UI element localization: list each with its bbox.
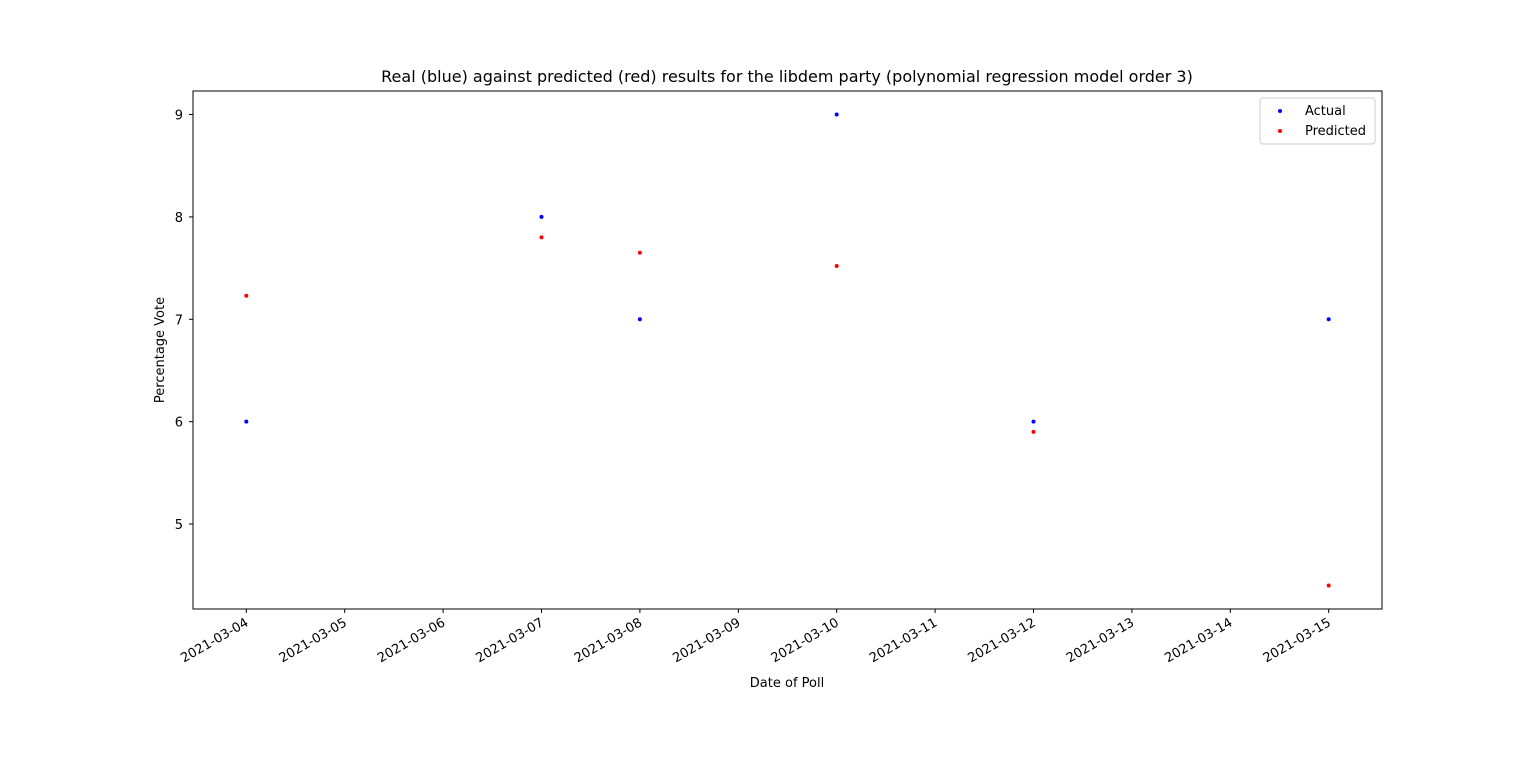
legend-box: [1259, 97, 1376, 145]
x-tick-label: 2021-03-04: [178, 615, 251, 666]
predicted-point: [244, 293, 249, 298]
actual-point: [1031, 419, 1036, 424]
actual-point: [637, 317, 642, 322]
actual-point: [539, 214, 544, 219]
x-tick-label: 2021-03-10: [769, 615, 842, 666]
legend-label-predicted: Predicted: [1305, 124, 1366, 139]
data-points: [244, 112, 1331, 588]
actual-point: [834, 112, 839, 117]
x-tick-label: 2021-03-12: [966, 615, 1039, 666]
legend: Actual Predicted: [1259, 97, 1376, 145]
plot-area: [192, 90, 1383, 610]
predicted-point: [637, 250, 642, 255]
actual-point: [244, 419, 249, 424]
x-tick-label: 2021-03-05: [277, 615, 350, 666]
x-axis-label: Date of Poll: [750, 676, 824, 691]
predicted-point: [1031, 429, 1036, 434]
x-tick-label: 2021-03-08: [572, 615, 645, 666]
actual-point: [1326, 317, 1331, 322]
x-tick-label: 2021-03-11: [867, 615, 940, 666]
x-tick-label: 2021-03-13: [1064, 615, 1137, 666]
y-axis-label: Percentage Vote: [153, 297, 168, 403]
chart-title: Real (blue) against predicted (red) resu…: [381, 67, 1193, 86]
y-tick-label: 6: [175, 416, 183, 431]
x-tick-label: 2021-03-09: [670, 615, 743, 666]
y-tick-label: 7: [175, 313, 183, 328]
y-axis: 5 6 7 8 9: [175, 109, 193, 533]
predicted-point: [834, 264, 839, 269]
legend-marker-predicted: [1278, 129, 1282, 133]
x-tick-label: 2021-03-14: [1162, 615, 1235, 666]
y-tick-label: 8: [175, 211, 183, 226]
y-tick-label: 9: [175, 109, 183, 124]
predicted-point: [1326, 583, 1331, 588]
x-tick-label: 2021-03-06: [375, 615, 448, 666]
predicted-point: [539, 235, 544, 240]
legend-marker-actual: [1278, 109, 1282, 113]
y-tick-label: 5: [175, 518, 183, 533]
x-tick-label: 2021-03-07: [474, 615, 547, 666]
x-tick-label: 2021-03-15: [1261, 615, 1334, 666]
legend-label-actual: Actual: [1305, 104, 1346, 119]
x-axis: 2021-03-04 2021-03-05 2021-03-06 2021-03-07…: [178, 609, 1334, 666]
